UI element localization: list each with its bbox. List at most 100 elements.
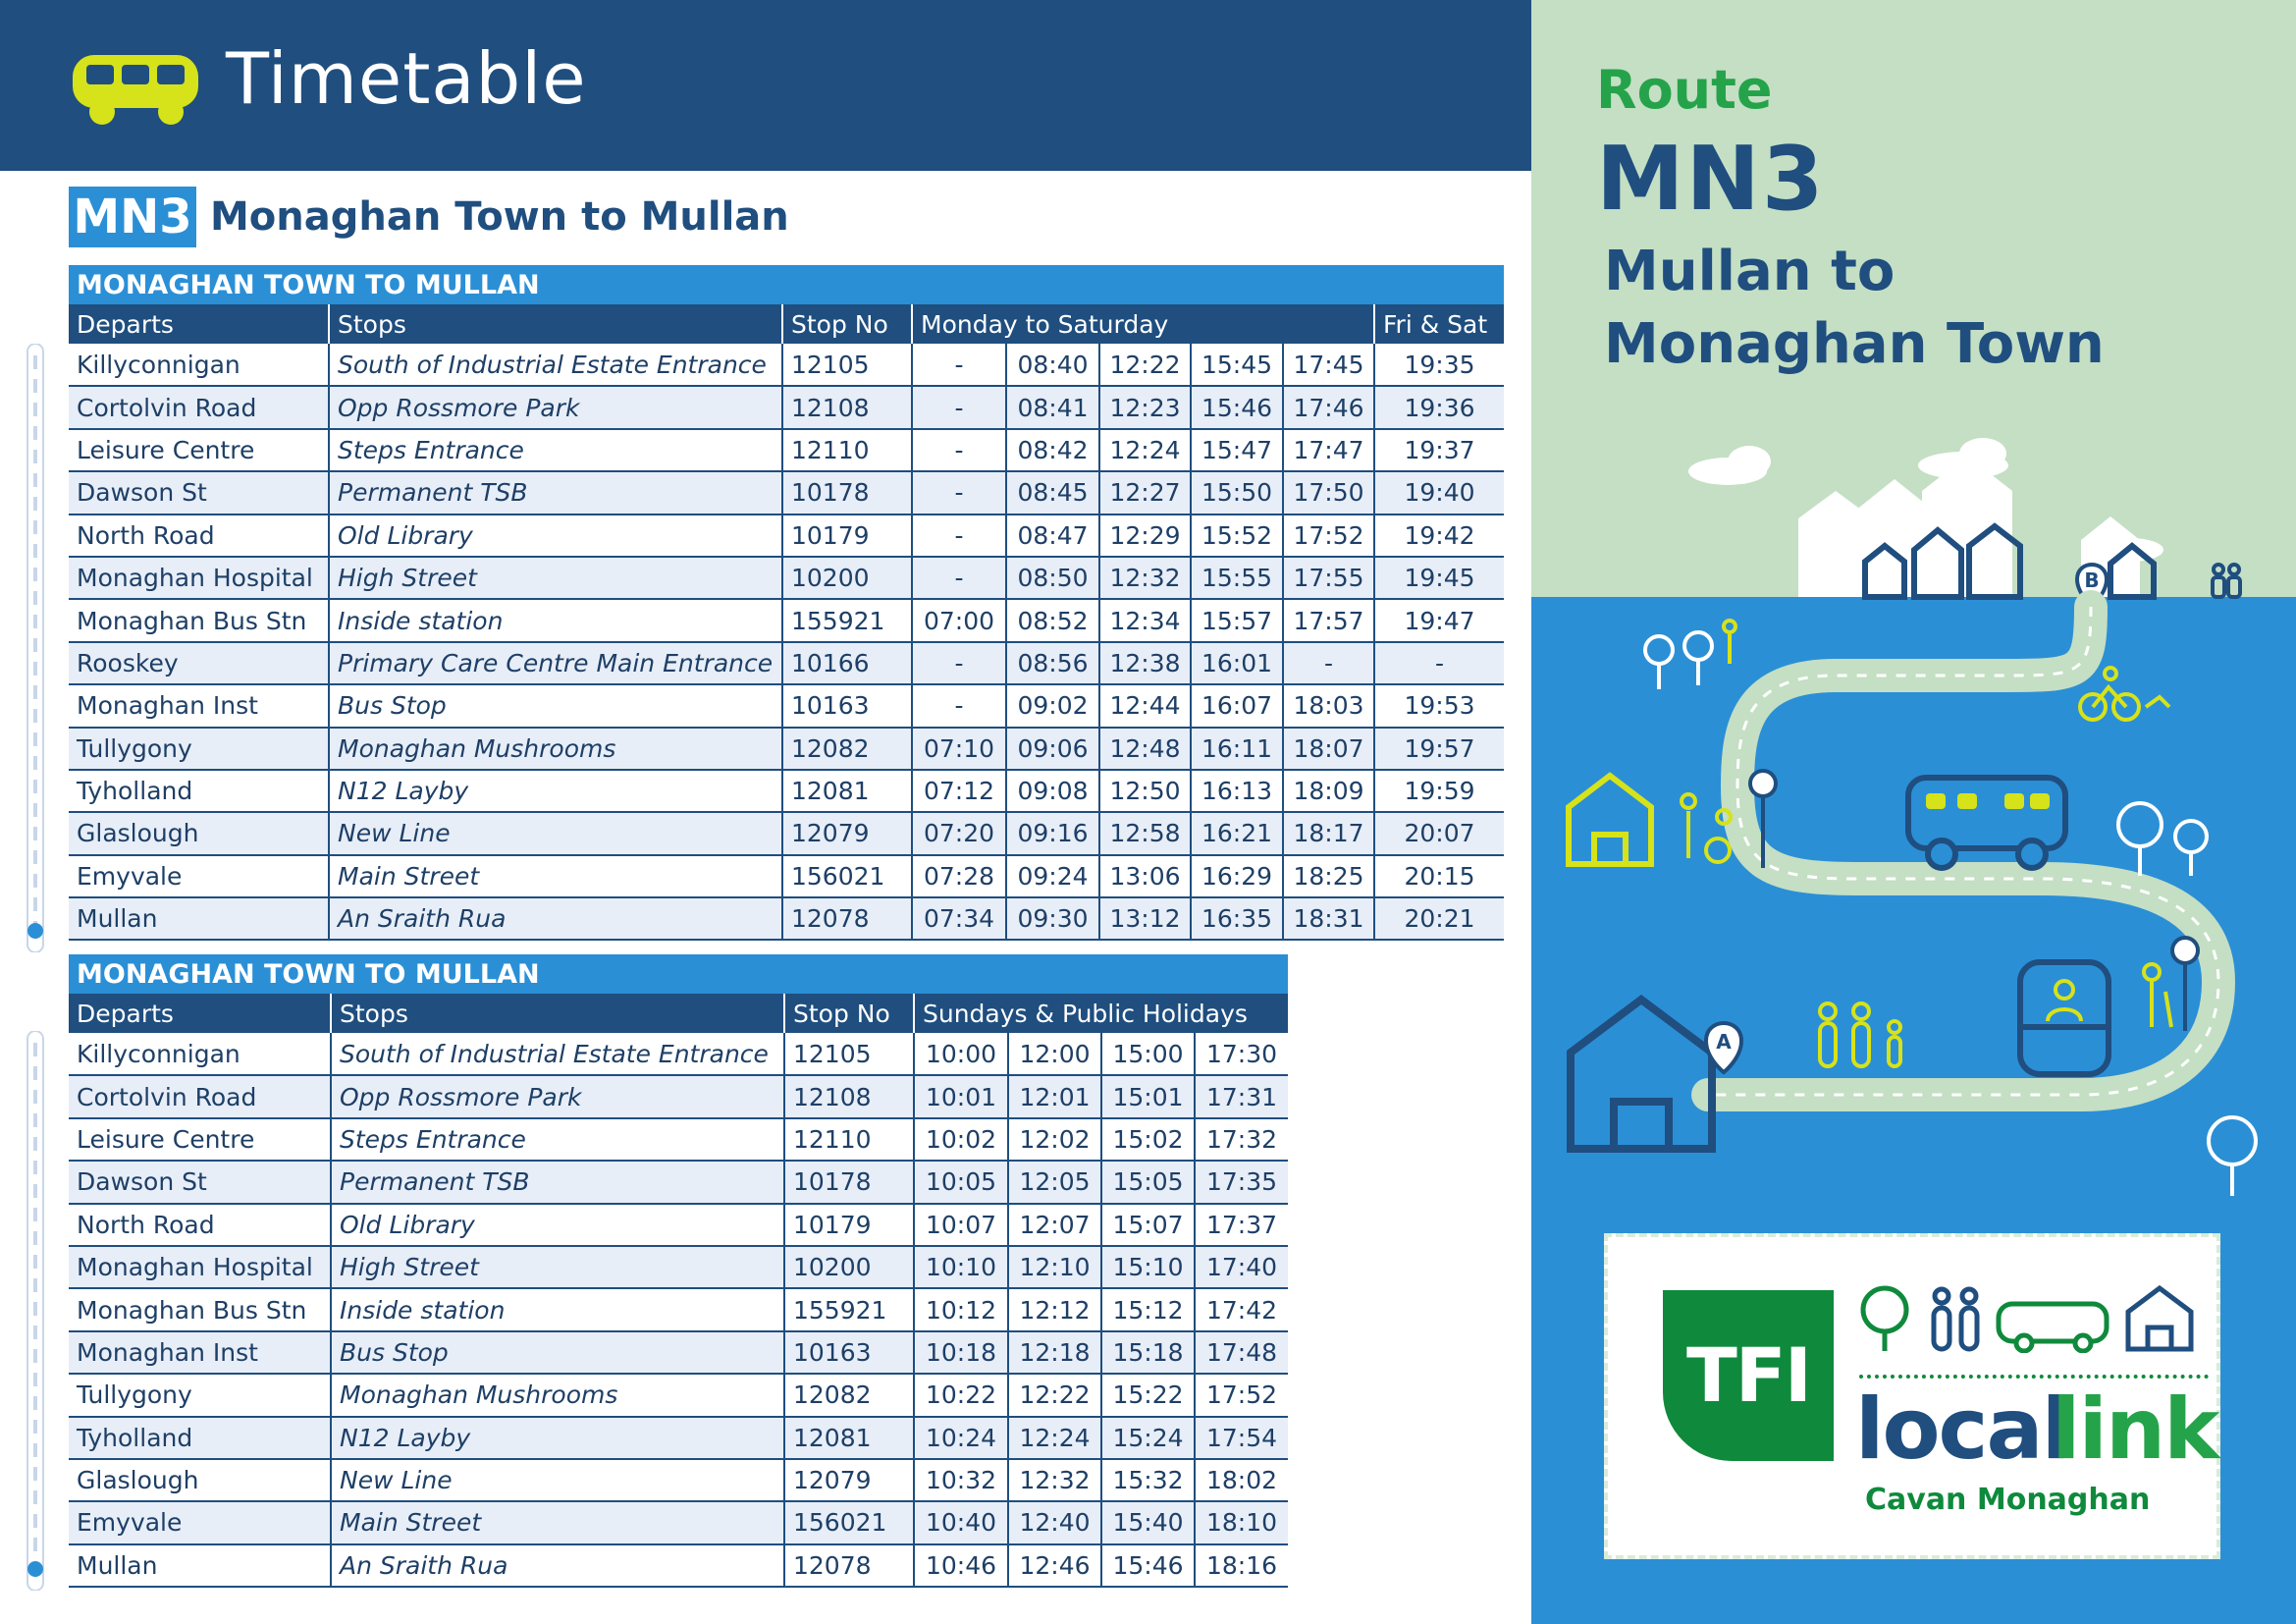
- passenger-icon: [2046, 979, 2083, 1022]
- stop-no-cell: 12079: [784, 1458, 915, 1503]
- time-cell: 12:38: [1099, 641, 1192, 686]
- time-cell: 08:41: [1006, 386, 1100, 430]
- time-cell: 08:45: [1006, 471, 1100, 515]
- tree-icon: [2116, 801, 2258, 1196]
- stop-no-cell: 12082: [782, 727, 913, 771]
- time-cell: 10:07: [914, 1203, 1009, 1247]
- departs-cell: Monaghan Inst: [69, 684, 330, 729]
- time-cell: 16:13: [1191, 769, 1284, 814]
- time-cell: 20:15: [1374, 854, 1504, 899]
- time-cell: -: [912, 514, 1007, 558]
- person-icon: [1722, 619, 1737, 664]
- departs-cell: Monaghan Bus Stn: [69, 599, 330, 643]
- table-row: Cortolvin Road Opp Rossmore Park 12108 10:0…: [69, 1075, 1288, 1119]
- departs-cell: Glaslough: [69, 812, 330, 856]
- table-row: Glaslough New Line 12079 07:20 09:16 12:58 16:…: [69, 812, 1504, 856]
- route-code: MN3: [1596, 128, 1826, 231]
- stop-no-cell: 10178: [784, 1161, 915, 1205]
- stop-cell: Inside station: [331, 1288, 785, 1332]
- column-header-stops: Stops: [329, 304, 783, 344]
- table-row: Mullan An Sraith Rua 12078 10:46 12:46 15:46 1…: [69, 1543, 1288, 1589]
- stop-cell: N12 Layby: [329, 769, 783, 814]
- stop-cell: Bus Stop: [329, 684, 783, 729]
- time-cell: 15:01: [1101, 1075, 1196, 1119]
- time-cell: 12:32: [1099, 556, 1192, 601]
- time-cell: 10:18: [914, 1330, 1009, 1376]
- time-cell: 08:50: [1006, 556, 1100, 601]
- time-cell: 12:44: [1099, 684, 1192, 729]
- time-cell: 07:00: [912, 599, 1007, 643]
- logo-word-local: local: [1855, 1380, 2070, 1479]
- stop-cell: Steps Entrance: [331, 1117, 785, 1163]
- table-row: Monaghan Inst Bus Stop 10163-09:02 12:44 16:…: [69, 684, 1504, 729]
- bus-stop-icon: [2170, 936, 2200, 1031]
- time-cell: 15:02: [1101, 1117, 1196, 1163]
- column-header-departs: Departs: [69, 304, 330, 344]
- time-cell: -: [1374, 641, 1504, 686]
- column-header-days: Sundays & Public Holidays: [914, 994, 1288, 1033]
- time-cell: 18:10: [1195, 1501, 1288, 1545]
- bus-icon: [1996, 1301, 2109, 1353]
- departs-cell: Emyvale: [69, 854, 330, 899]
- time-cell: 19:40: [1374, 471, 1504, 515]
- logo-region: Cavan Monaghan: [1865, 1483, 2151, 1517]
- stop-cell: An Sraith Rua: [329, 897, 783, 942]
- route-map-illustration: B: [1566, 438, 2258, 1196]
- time-cell: 15:24: [1101, 1416, 1196, 1460]
- time-cell: 18:31: [1283, 897, 1375, 942]
- page-title: Timetable: [226, 37, 587, 120]
- departs-cell: Monaghan Hospital: [69, 556, 330, 601]
- stop-cell: Opp Rossmore Park: [331, 1075, 785, 1119]
- stop-cell: New Line: [329, 812, 783, 856]
- family-icon: [1818, 1001, 1902, 1068]
- stop-cell: Opp Rossmore Park: [329, 386, 783, 430]
- time-cell: 18:09: [1283, 769, 1375, 814]
- departs-cell: Mullan: [69, 897, 330, 942]
- time-cell: 12:12: [1008, 1288, 1102, 1332]
- time-cell: 10:12: [914, 1288, 1009, 1332]
- table-row: Monaghan Bus Stn Inside station 155921 07:0…: [69, 599, 1504, 643]
- stop-no-cell: 12108: [782, 386, 913, 430]
- time-cell: 12:00: [1008, 1033, 1102, 1077]
- stop-no-cell: 12078: [784, 1543, 915, 1589]
- route-heading: Monaghan Town to Mullan: [210, 194, 789, 240]
- table-row: Killyconnigan South of Industrial Estate …: [69, 344, 1504, 388]
- time-cell: 10:05: [914, 1161, 1009, 1205]
- time-cell: 15:00: [1101, 1033, 1196, 1077]
- time-cell: 10:32: [914, 1458, 1009, 1503]
- time-cell: 16:29: [1191, 854, 1284, 899]
- logo-divider: [1859, 1375, 2209, 1379]
- time-cell: 10:22: [914, 1374, 1009, 1418]
- stop-no-cell: 12081: [784, 1416, 915, 1460]
- stop-cell: An Sraith Rua: [331, 1543, 785, 1589]
- table-row: Tullygony Monaghan Mushrooms 12082 10:22 12:…: [69, 1374, 1288, 1418]
- time-cell: -: [912, 428, 1007, 473]
- stop-cell: Main Street: [331, 1501, 785, 1545]
- table-row: Tyholland N12 Layby 12081 10:24 12:24 15:24 17…: [69, 1416, 1288, 1460]
- stop-cell: Main Street: [329, 854, 783, 899]
- stop-cell: Bus Stop: [331, 1330, 785, 1376]
- departs-cell: Emyvale: [69, 1501, 332, 1545]
- time-cell: 12:07: [1008, 1203, 1102, 1247]
- house-icon: [1567, 995, 1716, 1153]
- time-cell: 15:55: [1191, 556, 1284, 601]
- time-cell: 15:47: [1191, 428, 1284, 473]
- table-row: Cortolvin Road Opp Rossmore Park 12108-08:…: [69, 386, 1504, 430]
- departs-cell: Cortolvin Road: [69, 1075, 332, 1119]
- bus-stop-icon: [1748, 769, 1778, 868]
- stop-no-cell: 12110: [782, 428, 913, 473]
- time-cell: 12:24: [1099, 428, 1192, 473]
- time-cell: 08:42: [1006, 428, 1100, 473]
- map-marker-b-label: B: [2084, 568, 2099, 592]
- stop-cell: Monaghan Mushrooms: [331, 1374, 785, 1418]
- time-cell: 12:48: [1099, 727, 1192, 771]
- time-cell: 17:57: [1283, 599, 1375, 643]
- time-cell: 09:06: [1006, 727, 1100, 771]
- time-cell: 07:20: [912, 812, 1007, 856]
- time-cell: 19:36: [1374, 386, 1504, 430]
- time-cell: 15:07: [1101, 1203, 1196, 1247]
- column-header-fri-sat: Fri & Sat: [1374, 304, 1504, 344]
- departs-cell: Monaghan Inst: [69, 1330, 332, 1376]
- time-cell: 15:18: [1101, 1330, 1196, 1376]
- time-cell: 09:24: [1006, 854, 1100, 899]
